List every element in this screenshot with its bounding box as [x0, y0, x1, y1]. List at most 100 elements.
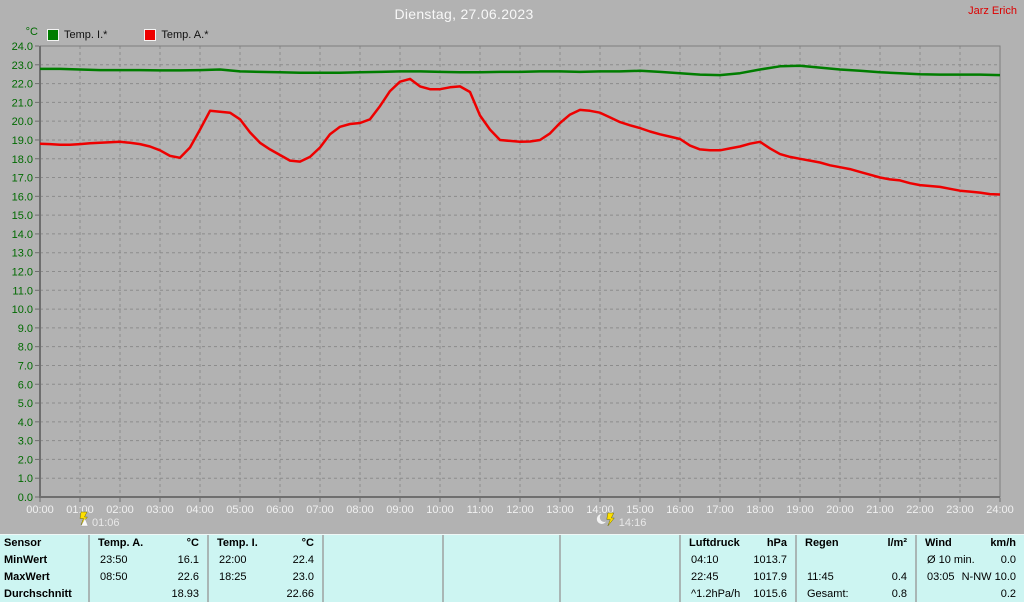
author-label: Jarz Erich — [968, 5, 1017, 17]
cell-value: 0.8 — [891, 588, 907, 600]
column-unit: l/m² — [887, 537, 907, 549]
cell-value: 22.66 — [286, 588, 314, 600]
cell-time: 22:45 — [691, 571, 719, 583]
table-cell: 11:45 0.4 — [797, 569, 915, 586]
stats-column-empty — [442, 535, 559, 602]
temp-a-legend-swatch-icon — [144, 29, 157, 41]
event-marker: 14:16 — [596, 512, 647, 529]
y-tick-label: 24.0 — [12, 41, 33, 53]
cell-value: 1015.6 — [753, 588, 787, 600]
cell-time: 23:50 — [100, 554, 128, 566]
event-marker-time: 14:16 — [619, 517, 647, 529]
table-cell: 08:50 22.6 — [90, 569, 207, 586]
stats-column-empty — [559, 535, 679, 602]
y-tick-label: 14.0 — [12, 229, 33, 241]
y-tick-label: 22.0 — [12, 79, 33, 91]
column-header — [444, 535, 559, 552]
x-tick-label: 15:00 — [626, 504, 654, 516]
temp-i-line — [40, 64, 1001, 77]
y-tick-label: 12.0 — [12, 267, 33, 279]
column-header: Wind km/h — [917, 535, 1024, 552]
table-cell — [561, 552, 679, 569]
y-tick-label: 0.0 — [18, 492, 33, 504]
column-unit: hPa — [766, 537, 787, 549]
y-tick-label: 8.0 — [18, 342, 33, 354]
cell-value: 22.6 — [177, 571, 199, 583]
daily-stats-table: Sensor MinWert MaxWert Durchschnitt Temp. A.… — [0, 534, 1024, 602]
x-tick-label: 16:00 — [666, 504, 694, 516]
x-tick-label: 10:00 — [426, 504, 454, 516]
x-tick-label: 18:00 — [746, 504, 774, 516]
column-name: Wind — [925, 537, 952, 549]
stats-row-label-column: Sensor MinWert MaxWert Durchschnitt — [0, 535, 88, 602]
lightning-icon — [79, 511, 89, 527]
cell-time: Gesamt: — [807, 588, 849, 600]
x-tick-label: 21:00 — [866, 504, 894, 516]
cell-time: 04:10 — [691, 554, 719, 566]
x-tick-label: 03:00 — [146, 504, 174, 516]
column-header — [561, 535, 679, 552]
table-cell: 03:05 N-NW 10.0 — [917, 569, 1024, 586]
table-cell — [324, 552, 442, 569]
y-tick-label: 6.0 — [18, 379, 33, 391]
table-cell: 22:45 1017.9 — [681, 569, 795, 586]
cell-value: 0.0 — [1000, 554, 1016, 566]
chart-grid — [40, 46, 1000, 497]
sensor-column-header: Sensor — [4, 537, 42, 549]
x-tick-label: 22:00 — [906, 504, 934, 516]
x-tick-label: 08:00 — [346, 504, 374, 516]
cell-time: 03:05 — [927, 571, 955, 583]
column-header: Temp. A. °C — [90, 535, 207, 552]
temperature-line-chart: 00:00 01:00 02:00 03:00 04:00 05:00 06:00 07:00… — [12, 41, 1014, 529]
x-tick-label: 23:00 — [946, 504, 974, 516]
table-cell: 0.2 — [917, 586, 1024, 602]
cell-value: 16.1 — [177, 554, 199, 566]
y-tick-label: 16.0 — [12, 191, 33, 203]
y-tick-label: 10.0 — [12, 304, 33, 316]
y-tick-label: 2.0 — [18, 454, 33, 466]
cell-time: 11:45 — [807, 571, 834, 583]
y-tick-label: 13.0 — [12, 248, 33, 260]
storm-lightning-icon — [596, 512, 615, 527]
stats-column-temp-a-: Temp. A. °C 23:50 16.1 08:50 22.6 18.93 — [88, 535, 207, 602]
x-tick-label: 11:00 — [467, 504, 494, 516]
column-header: Temp. I. °C — [209, 535, 322, 552]
y-tick-label: 19.0 — [12, 135, 33, 147]
temp-a-line — [39, 77, 1001, 196]
cell-value: 22.4 — [292, 554, 314, 566]
y-tick-label: 3.0 — [18, 436, 33, 448]
table-cell — [444, 586, 559, 602]
cell-value: 1013.7 — [753, 554, 787, 566]
table-cell: 23:50 16.1 — [90, 552, 207, 569]
column-unit: km/h — [990, 537, 1016, 549]
y-tick-label: 4.0 — [18, 417, 33, 429]
stats-column-wind: Wind km/h Ø 10 min. 0.0 03:05 N-NW 10.0 0.2 — [915, 535, 1024, 602]
column-name: Luftdruck — [689, 537, 740, 549]
y-tick-label: 1.0 — [18, 473, 33, 485]
x-tick-label: 14:00 — [586, 504, 614, 516]
legend-item-temp-i: Temp. I.* — [47, 29, 107, 41]
cell-time: 22:00 — [219, 554, 247, 566]
table-cell — [324, 586, 442, 602]
stat-row-label: MaxWert — [4, 571, 50, 583]
page-title: Dienstag, 27.06.2023 — [394, 6, 534, 22]
x-tick-label: 17:00 — [706, 504, 734, 516]
y-tick-label: 17.0 — [12, 173, 33, 185]
y-tick-label: 11.0 — [12, 285, 33, 297]
x-tick-label: 24:00 — [986, 504, 1014, 516]
table-cell — [561, 586, 679, 602]
column-name: Regen — [805, 537, 839, 549]
table-cell: 04:10 1013.7 — [681, 552, 795, 569]
x-tick-label: 02:00 — [106, 504, 134, 516]
event-marker: 01:06 — [79, 511, 120, 529]
stats-column-regen: Regen l/m² 11:45 0.4 Gesamt: 0.8 — [795, 535, 915, 602]
column-name: Temp. I. — [217, 537, 258, 549]
temp-a-legend-label: Temp. A.* — [161, 29, 209, 41]
cell-time: ^1.2hPa/h — [691, 588, 741, 600]
stats-column-empty — [322, 535, 442, 602]
temp-i-legend-swatch-icon — [47, 29, 59, 41]
chart-legend: Temp. I.* Temp. A.* — [47, 29, 209, 41]
y-tick-label: 9.0 — [18, 323, 33, 335]
column-name: Temp. A. — [98, 537, 144, 549]
